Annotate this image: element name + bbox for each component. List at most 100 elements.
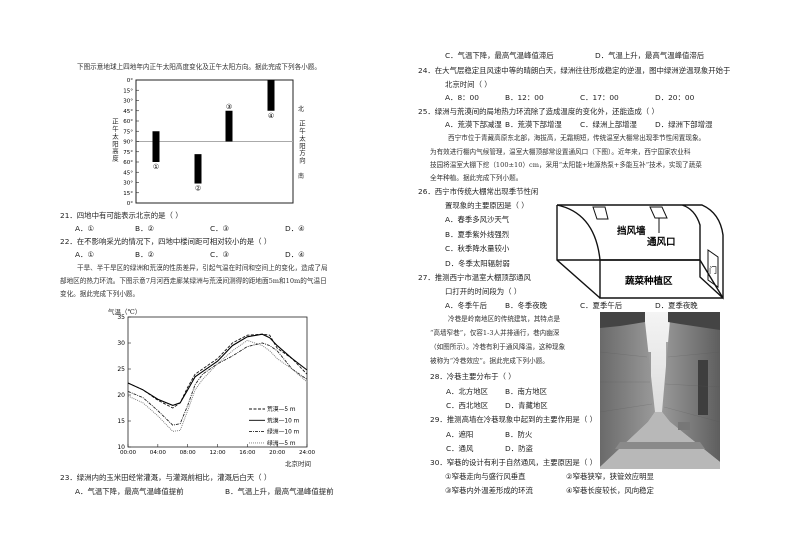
door-label: 门 [709, 265, 717, 275]
chart-frame [127, 316, 308, 448]
question-24-cont: 北京时间（ ） [445, 80, 492, 89]
y-tick-label: 25 [117, 366, 125, 373]
y-tick-label: 75° [123, 129, 133, 135]
bar-label: ④ [268, 112, 274, 120]
question-26-cont: 置现象的主要原因是（ ） [445, 201, 529, 210]
y-axis-label: 气温（℃） [108, 308, 142, 316]
y-tick-label: 10 [117, 444, 125, 451]
q24-option-d[interactable]: D．20：00 [655, 93, 695, 102]
q28-option-c[interactable]: C．西北地区 [446, 401, 489, 410]
y-tick-label: 20 [117, 392, 125, 399]
question-27-cont: 口打开的时间段为（ ） [445, 287, 522, 296]
question-30: 30．窄巷的设计有利于自然通风，主要原因是（ ） [430, 458, 597, 467]
bar-label: ② [195, 185, 201, 193]
question-22: 22．在不影响采光的情况下，四地中楼间距可相对较小的是（ ） [60, 237, 272, 246]
y-tick-label: 15° [123, 191, 133, 197]
range-bar [152, 131, 160, 162]
q25-option-c[interactable]: C．绿洲上部增湿 [580, 120, 637, 129]
q27-option-a[interactable]: A．冬季午后 [445, 301, 488, 310]
series-line [127, 339, 308, 432]
q27-option-c[interactable]: C．夏季午后 [580, 301, 623, 310]
y-tick-label: 30 [117, 340, 125, 347]
y-tick-label: 15 [117, 418, 125, 425]
q26-option-d[interactable]: D．冬季太阳辐射弱 [445, 259, 510, 268]
x-tick-label: 20:00 [269, 450, 286, 456]
q23-option-b[interactable]: B．气温上升，最高气温峰值提前 [225, 487, 334, 496]
q23-option-c[interactable]: C．气温下降，最高气温峰值滞后 [445, 51, 554, 60]
q22-option-b[interactable]: B．② [135, 250, 155, 259]
q24-option-a[interactable]: A．8：00 [445, 93, 479, 102]
q26-option-c[interactable]: C．秋季降水量较小 [445, 244, 510, 253]
q30-option-3[interactable]: ③窄巷内外温差形成的环流 [445, 486, 533, 495]
range-bar [194, 154, 202, 184]
q23-option-a[interactable]: A．气温下降，最高气温峰值提前 [75, 487, 184, 496]
q22-option-c[interactable]: C．③ [210, 250, 230, 259]
question-27: 27．推测西宁市温室大棚顶部通风 [418, 273, 531, 282]
q30-option-2[interactable]: ②窄巷狭窄，狭管效应明显 [566, 472, 654, 481]
q30-option-1[interactable]: ①窄巷走向与盛行风垂直 [445, 472, 526, 481]
intro-cold-alley-line: 冷巷是岭南地区的传统建筑，其特点是 [448, 315, 561, 323]
intro-oasis-line: 部地区的热力环流。下图示意7月河西走廊某绿洲与荒漠间测得的距地面5m和10m的气… [60, 277, 327, 285]
y2-axis-label: 正午太阳方向 [298, 120, 306, 165]
q24-option-c[interactable]: C．17：00 [580, 93, 619, 102]
q23-option-d[interactable]: D．气温上升，最高气温峰值滞后 [595, 51, 705, 60]
q28-option-b[interactable]: B．南方地区 [505, 387, 548, 396]
greenhouse-diagram: 挡风墙 通风口 门 蔬菜种植区 [556, 204, 724, 300]
intro-cold-alley-line: （如图所示）。冷巷有利于通风降温，这种现象 [430, 343, 566, 351]
intro-oasis-line: 干旱、半干旱区的绿洲和荒漠的性质差异，引起气温在时间和空间上的变化，造成了局 [77, 264, 328, 272]
series-line [127, 333, 308, 409]
q25-option-a[interactable]: A．荒漠下部减湿 [445, 120, 502, 129]
y-tick-label: 60° [123, 160, 133, 166]
q21-option-b[interactable]: B．② [135, 224, 155, 233]
q22-option-a[interactable]: A．① [75, 250, 95, 259]
series-line [127, 342, 308, 426]
bar-label: ③ [226, 103, 232, 111]
sun-altitude-chart: 0° 15° 30° 45° 60° 75° 90° 75° 60° 45° 30° 15° 0° ① ② ③… [0, 0, 400, 210]
y-tick-label: 90° [123, 140, 133, 146]
y-tick-label: 35 [117, 314, 125, 321]
intro-oasis-line: 变化。据此完成下列小题。 [60, 290, 140, 298]
y-tick-label: 0° [127, 78, 133, 84]
vent-label: 通风口 [647, 237, 676, 248]
q28-option-d[interactable]: D．青藏地区 [505, 401, 548, 410]
q27-option-d[interactable]: D．夏季夜晚 [655, 301, 698, 310]
q21-option-c[interactable]: C．③ [210, 224, 230, 233]
question-28: 28．冷巷主要分布于（ ） [430, 372, 516, 381]
y-axis-label: 正午太阳高度 [111, 118, 119, 163]
intro-cold-alley-line: 被称为“冷巷效应”。据此完成下列小题。 [430, 357, 549, 365]
question-24: 24．在大气层稳定且风速中等的晴朗白天，绿洲往往形成稳定的逆温，图中绿洲逆温现象… [418, 66, 731, 75]
legend-label: 荒漠—10 m [267, 416, 300, 424]
q28-option-a[interactable]: A．北方地区 [446, 387, 489, 396]
q22-option-d[interactable]: D．④ [285, 250, 305, 259]
q25-option-d[interactable]: D．绿洲下部增湿 [655, 120, 713, 129]
q26-option-b[interactable]: B．夏季紫外线强烈 [445, 230, 510, 239]
north-label: 北 [298, 106, 305, 113]
q25-option-b[interactable]: B．荒漠下部增湿 [505, 120, 562, 129]
legend-label: 绿洲—10 m [267, 428, 300, 436]
q29-option-c[interactable]: C．通风 [446, 444, 474, 453]
question-29: 29．推测高墙在冷巷现象中起到的主要作用是（ ） [430, 415, 597, 424]
x-tick-label: 12:00 [209, 450, 226, 456]
intro-xining-line: 技园将温室大棚下挖（100±10）cm，采用“太阳能+地源热泵+多能互补”技术，… [430, 161, 702, 169]
x-tick-label: 00:00 [120, 450, 137, 456]
x-axis-label: 北京时间 [285, 460, 311, 468]
q21-option-d[interactable]: D．④ [285, 224, 305, 233]
question-25: 25．绿洲与荒漠间的局地热力环流除了造成温度的变化外，还能造成（ ） [418, 107, 659, 116]
x-tick-label: 24:00 [299, 450, 316, 456]
q26-option-a[interactable]: A．春季多风沙天气 [445, 215, 510, 224]
q29-option-a[interactable]: A．遮阳 [446, 430, 474, 439]
y-tick-label: 30° [123, 99, 133, 105]
q21-option-a[interactable]: A．① [75, 224, 95, 233]
south-label: 南 [298, 173, 305, 180]
q30-option-4[interactable]: ④窄巷长度较长，风向稳定 [566, 486, 654, 495]
intro-sun-altitude: 下图示意地球上四地年内正午太阳高度变化及正午太阳方向。据此完成下列各小题。 [77, 63, 321, 71]
q27-option-b[interactable]: B．冬季夜晚 [505, 301, 548, 310]
legend-label: 绿洲—5 m [267, 439, 296, 447]
range-bar [267, 80, 275, 111]
intro-cold-alley-line: “高墙窄巷”，仅容1-3人并排通行，巷内幽深 [430, 329, 560, 337]
q29-option-d[interactable]: D．防盗 [505, 444, 533, 453]
planting-area-label: 蔬菜种植区 [625, 275, 673, 287]
q24-option-b[interactable]: B．12：00 [505, 93, 544, 102]
q29-option-b[interactable]: B．防火 [505, 430, 533, 439]
intro-xining-line: 全年种植。据此完成下列小题。 [430, 174, 523, 182]
